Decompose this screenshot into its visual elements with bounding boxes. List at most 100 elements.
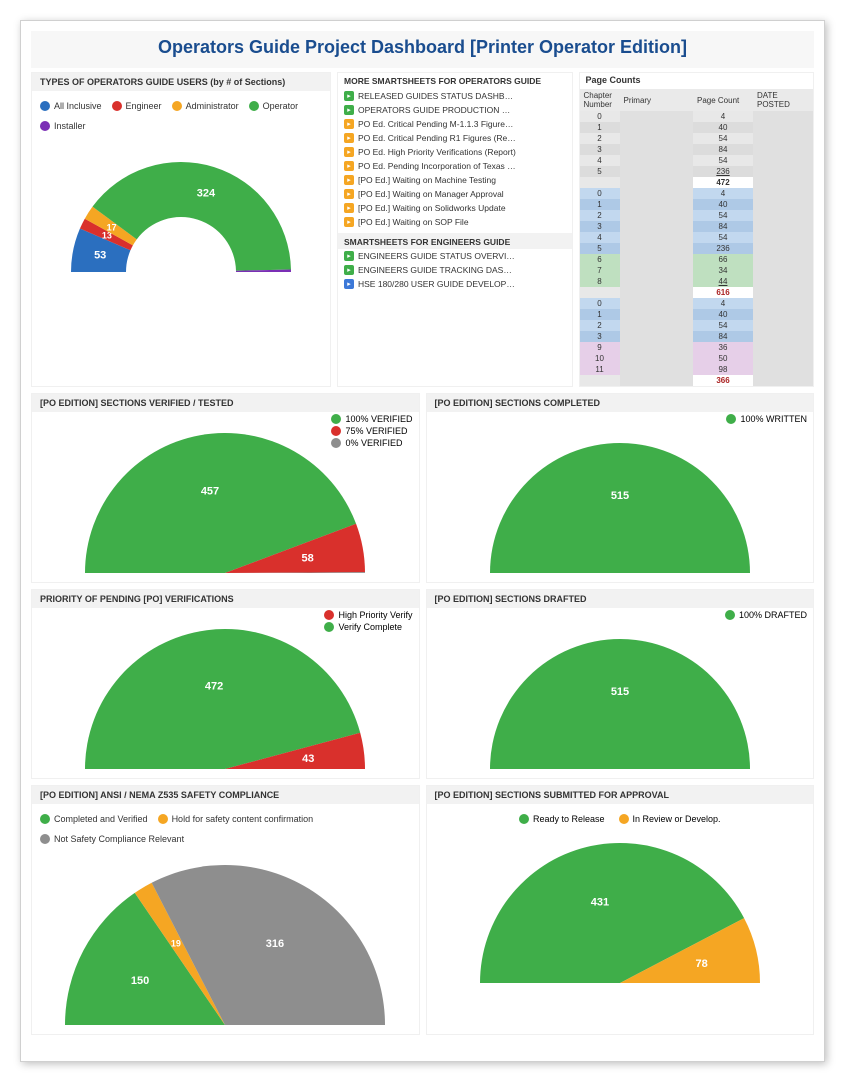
smartsheet-link[interactable]: ▸[PO Ed.] Waiting on Manager Approval [338, 187, 572, 201]
table-row: 04 [580, 111, 814, 122]
legend-item: Administrator [172, 101, 239, 111]
legend-item: 100% WRITTEN [726, 414, 807, 424]
table-row: 5236 [580, 243, 814, 254]
legend-label: All Inclusive [54, 101, 102, 111]
swatch-icon [40, 101, 50, 111]
table-row: 04 [580, 298, 814, 309]
panel-priority: PRIORITY OF PENDING [PO] VERIFICATIONS H… [31, 589, 420, 779]
smartsheet-link[interactable]: ▸OPERATORS GUIDE PRODUCTION … [338, 103, 572, 117]
sheet-label: PO Ed. Critical Pending M-1.1.3 Figure… [358, 119, 513, 129]
panel-verified: [PO EDITION] SECTIONS VERIFIED / TESTED … [31, 393, 420, 583]
legend-item: Installer [40, 121, 86, 131]
legend-item: Not Safety Compliance Relevant [40, 834, 184, 844]
table-row: 140 [580, 309, 814, 320]
svg-text:150: 150 [131, 975, 149, 987]
table-header: Chapter Number [580, 89, 620, 111]
table-header: Primary [620, 89, 694, 111]
panel-priority-body: High Priority VerifyVerify Complete 4724… [32, 608, 419, 778]
table-total-row: 616 [580, 287, 814, 298]
legend-item: Operator [249, 101, 299, 111]
sheet-icon: ▸ [344, 189, 354, 199]
sheet-label: [PO Ed.] Waiting on SOP File [358, 217, 469, 227]
table-title: Page Counts [580, 73, 814, 89]
table-row: 1198 [580, 364, 814, 375]
panel-drafted-body: 100% DRAFTED 515 [427, 608, 814, 778]
sheet-icon: ▸ [344, 119, 354, 129]
smartsheet-link[interactable]: ▸RELEASED GUIDES STATUS DASHB… [338, 89, 572, 103]
smartsheet-link[interactable]: ▸[PO Ed.] Waiting on Machine Testing [338, 173, 572, 187]
sheet-label: [PO Ed.] Waiting on Machine Testing [358, 175, 496, 185]
ansi-legend: Completed and VerifiedHold for safety co… [40, 810, 411, 850]
table-row: 384 [580, 331, 814, 342]
svg-text:53: 53 [94, 249, 106, 261]
legend-item: Engineer [112, 101, 162, 111]
sheet-icon: ▸ [344, 133, 354, 143]
sheet-label: RELEASED GUIDES STATUS DASHB… [358, 91, 513, 101]
smartsheet-link[interactable]: ▸ENGINEERS GUIDE STATUS OVERVI… [338, 249, 572, 263]
legend-item: High Priority Verify [324, 610, 412, 620]
page-counts-table: Chapter NumberPrimaryPage CountDATE POST… [580, 89, 814, 386]
svg-text:78: 78 [695, 958, 707, 970]
legend-label: Not Safety Compliance Relevant [54, 834, 184, 844]
legend-item: In Review or Develop. [619, 814, 721, 824]
smartsheet-link[interactable]: ▸ PO Ed. Critical Pending R1 Figures (Re… [338, 131, 572, 145]
ss2-title: SMARTSHEETS FOR ENGINEERS GUIDE [338, 233, 572, 249]
legend-item: 0% VERIFIED [331, 438, 412, 448]
table-row: 936 [580, 342, 814, 353]
smartsheet-link[interactable]: ▸[PO Ed.] Waiting on Solidworks Update [338, 201, 572, 215]
table-row: 454 [580, 155, 814, 166]
panel-completed-body: 100% WRITTEN 515 [427, 412, 814, 582]
smartsheet-link[interactable]: ▸HSE 180/280 USER GUIDE DEVELOP… [338, 277, 572, 291]
panel-ansi: [PO EDITION] ANSI / NEMA Z535 SAFETY COM… [31, 785, 420, 1035]
ss2-list: ▸ENGINEERS GUIDE STATUS OVERVI…▸ENGINEER… [338, 249, 572, 291]
smartsheet-link[interactable]: ▸ENGINEERS GUIDE TRACKING DAS… [338, 263, 572, 277]
swatch-icon [725, 610, 735, 620]
table-row: 254 [580, 210, 814, 221]
smartsheet-link[interactable]: ▸ PO Ed. Critical Pending M-1.1.3 Figure… [338, 117, 572, 131]
panel-page-counts: Page Counts Chapter NumberPrimaryPage Co… [579, 72, 815, 387]
svg-text:457: 457 [201, 485, 219, 497]
smartsheet-link[interactable]: ▸PO Ed. Pending Incorporation of Texas … [338, 159, 572, 173]
row-3: PRIORITY OF PENDING [PO] VERIFICATIONS H… [31, 589, 814, 779]
table-row: 454 [580, 232, 814, 243]
table-row: 384 [580, 221, 814, 232]
swatch-icon [331, 414, 341, 424]
table-row: 140 [580, 122, 814, 133]
panel-approval: [PO EDITION] SECTIONS SUBMITTED FOR APPR… [426, 785, 815, 1035]
legend-label: 100% VERIFIED [345, 414, 412, 424]
sheet-icon: ▸ [344, 251, 354, 261]
smartsheet-link[interactable]: ▸PO Ed. High Priority Verifications (Rep… [338, 145, 572, 159]
panel-user-types-title: TYPES OF OPERATORS GUIDE USERS (by # of … [32, 73, 330, 91]
swatch-icon [324, 622, 334, 632]
swatch-icon [324, 610, 334, 620]
table-row: 844 [580, 276, 814, 287]
legend-item: 100% DRAFTED [725, 610, 807, 620]
panel-drafted: [PO EDITION] SECTIONS DRAFTED 100% DRAFT… [426, 589, 815, 779]
table-total-row: 472 [580, 177, 814, 188]
smartsheet-link[interactable]: ▸ [PO Ed.] Waiting on SOP File [338, 215, 572, 229]
table-row: 384 [580, 144, 814, 155]
sheet-icon: ▸ [344, 217, 354, 227]
panel-verified-body: 100% VERIFIED 75% VERIFIED 0% VERIFIED 457… [32, 412, 419, 582]
ss1-list: ▸RELEASED GUIDES STATUS DASHB…▸OPERATORS… [338, 89, 572, 229]
table-row: 254 [580, 133, 814, 144]
sheet-label: PO Ed. High Priority Verifications (Repo… [358, 147, 516, 157]
swatch-icon [158, 814, 168, 824]
legend-label: Completed and Verified [54, 814, 148, 824]
panel-ansi-body: Completed and VerifiedHold for safety co… [32, 804, 419, 1034]
panel-approval-title: [PO EDITION] SECTIONS SUBMITTED FOR APPR… [427, 786, 814, 804]
sheet-label: PO Ed. Critical Pending R1 Figures (Re… [358, 133, 516, 143]
swatch-icon [40, 834, 50, 844]
sheet-label: PO Ed. Pending Incorporation of Texas … [358, 161, 516, 171]
panel-ansi-title: [PO EDITION] ANSI / NEMA Z535 SAFETY COM… [32, 786, 419, 804]
panel-smartsheets: MORE SMARTSHEETS FOR OPERATORS GUIDE ▸RE… [337, 72, 573, 387]
panel-user-types-body: All Inclusive Engineer Administrator Operat… [32, 91, 330, 281]
svg-text:58: 58 [302, 553, 314, 565]
svg-text:515: 515 [611, 490, 629, 502]
panel-user-types: TYPES OF OPERATORS GUIDE USERS (by # of … [31, 72, 331, 387]
legend-item: Verify Complete [324, 622, 412, 632]
table-row: 254 [580, 320, 814, 331]
table-total-row: 366 [580, 375, 814, 386]
svg-text:515: 515 [611, 686, 629, 698]
legend-label: 75% VERIFIED [345, 426, 407, 436]
